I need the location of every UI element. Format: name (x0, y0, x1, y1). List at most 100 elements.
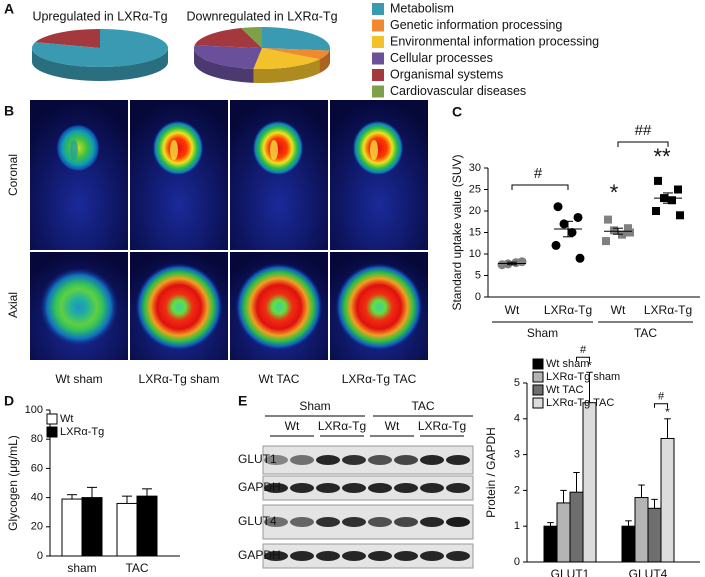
pie-slice (262, 48, 330, 60)
legend-swatch (532, 397, 544, 409)
pie-title: Downregulated in LXRα-Tg (186, 9, 337, 23)
x-tick-label: GLUT1 (551, 567, 590, 577)
legend-label: LXRα-Tg sham (546, 371, 620, 383)
y-tick-label: 40 (31, 492, 43, 504)
bar (61, 498, 83, 557)
y-tick-label: 5 (475, 269, 481, 281)
blot-band (368, 455, 392, 465)
blot-band (264, 551, 288, 561)
blot-band (290, 455, 314, 465)
bar (136, 495, 158, 557)
legend-label: Cellular processes (390, 51, 493, 65)
bar (543, 525, 558, 563)
legend-label: Genetic information processing (390, 18, 562, 32)
y-tick-label: 30 (469, 162, 481, 174)
group-label: TAC (634, 326, 657, 340)
data-point (624, 224, 632, 233)
pie-slice (262, 27, 330, 51)
bracket (576, 356, 590, 362)
y-tick-label: 100 (25, 404, 43, 416)
y-tick-label: 25 (469, 183, 481, 195)
legend-swatch (372, 3, 384, 15)
blot-group-label: Sham (299, 399, 330, 413)
column-label: Wt TAC (259, 372, 300, 386)
pie-slice (193, 45, 262, 69)
legend-swatch (532, 384, 544, 396)
panel-label: A (4, 1, 14, 17)
x-tick-label: Wt (505, 303, 520, 317)
blot-band (342, 551, 366, 561)
y-tick-label: 1 (514, 520, 520, 532)
x-tick-label: LXRα-Tg (544, 303, 592, 317)
blot-row-label: GLUT4 (238, 514, 277, 528)
pie-side (194, 48, 254, 83)
blot-row-label: GLUT1 (238, 452, 277, 466)
bar (660, 437, 675, 563)
legend-swatch (372, 36, 384, 48)
legend-swatch (46, 426, 58, 438)
bar (569, 491, 584, 563)
blot-group-label: TAC (411, 399, 434, 413)
data-point (602, 237, 610, 246)
annotation: # (580, 344, 587, 356)
y-tick-label: 2 (514, 484, 520, 496)
legend-swatch (372, 69, 384, 81)
bar (556, 502, 571, 563)
heart-axial (39, 267, 119, 347)
legend-swatch (372, 52, 384, 65)
legend-swatch (372, 85, 384, 98)
blot-lane-label: Wt (385, 419, 400, 433)
blot-band (394, 455, 418, 465)
cavity (370, 140, 378, 160)
y-tick-label: 0 (37, 550, 43, 562)
blot-band (264, 517, 288, 527)
pet-image (30, 100, 128, 250)
y-tick-label: 80 (31, 433, 43, 445)
panel-label: B (4, 103, 14, 119)
cavity (70, 140, 78, 160)
panel-label: E (238, 393, 247, 409)
y-tick-label: 3 (514, 449, 520, 461)
y-axis-label: Glycogen (μg/mL) (6, 435, 20, 531)
legend-swatch (372, 19, 384, 32)
group-label: Sham (527, 326, 558, 340)
x-tick-label: TAC (125, 561, 148, 575)
annotation: ** (653, 144, 671, 169)
column-label: LXRα-Tg sham (139, 372, 220, 386)
data-point (668, 196, 676, 205)
column-label: Wt sham (55, 372, 102, 386)
bar (647, 507, 662, 563)
pie-side (32, 48, 168, 81)
data-point (551, 240, 561, 250)
legend-swatch (532, 358, 544, 370)
blot-band (446, 455, 470, 465)
blot-band (290, 551, 314, 561)
blot-band (446, 517, 470, 527)
data-point (573, 212, 583, 222)
annotation: * (665, 405, 670, 419)
bracket (511, 184, 569, 190)
x-tick-label: GLUT4 (629, 567, 668, 577)
row-label: Coronal (6, 154, 20, 196)
data-point (654, 176, 662, 185)
heart-signal (252, 120, 304, 176)
heart-signal (152, 120, 204, 176)
y-tick-label: 5 (514, 377, 520, 389)
blot-band (420, 455, 444, 465)
legend-label: Environmental information processing (390, 34, 599, 48)
annotation: * (610, 180, 619, 205)
blot-band (394, 483, 418, 493)
y-tick-label: 0 (475, 291, 481, 303)
bar (81, 497, 103, 557)
legend-label: LXRα-Tg (60, 426, 104, 438)
data-point (626, 228, 634, 237)
y-tick-label: 20 (469, 205, 481, 217)
blot-band (420, 551, 444, 561)
blot-row-label: GAPDH (238, 480, 281, 494)
annotation: # (534, 165, 543, 182)
panel-label: D (4, 393, 14, 409)
blot-band (316, 551, 340, 561)
blot-band (342, 483, 366, 493)
legend-label: LXRα-Tg TAC (546, 397, 614, 409)
x-tick-label: Wt (611, 303, 626, 317)
